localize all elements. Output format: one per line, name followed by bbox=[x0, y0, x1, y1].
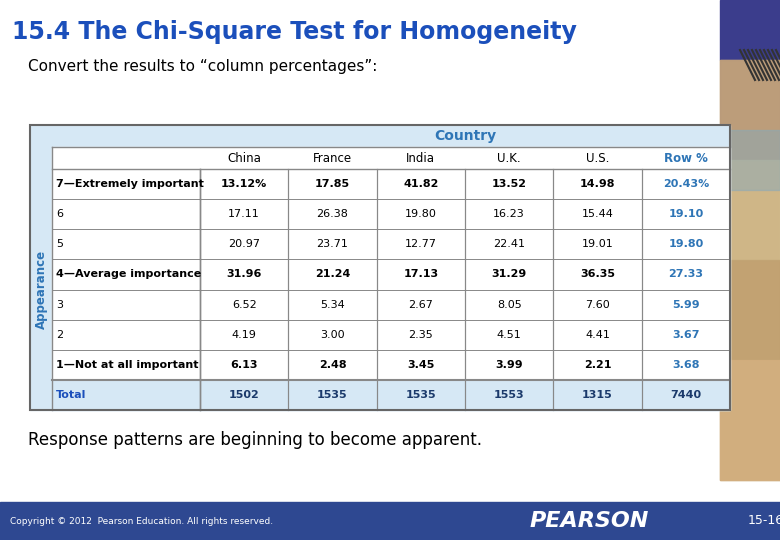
Text: 4.19: 4.19 bbox=[232, 330, 257, 340]
Text: 1502: 1502 bbox=[229, 390, 260, 400]
Text: 19.01: 19.01 bbox=[582, 239, 613, 249]
Text: 1553: 1553 bbox=[494, 390, 524, 400]
Text: 4—Average importance: 4—Average importance bbox=[56, 269, 201, 279]
Text: 20.43%: 20.43% bbox=[663, 179, 709, 189]
Text: 22.41: 22.41 bbox=[493, 239, 525, 249]
Bar bbox=[720, 130, 780, 190]
Text: 2.67: 2.67 bbox=[409, 300, 433, 309]
Text: China: China bbox=[227, 152, 261, 165]
Text: 20.97: 20.97 bbox=[229, 239, 261, 249]
Text: 19.80: 19.80 bbox=[668, 239, 704, 249]
Text: 2.48: 2.48 bbox=[319, 360, 346, 370]
Text: 4.41: 4.41 bbox=[585, 330, 610, 340]
Text: Copyright © 2012  Pearson Education. All rights reserved.: Copyright © 2012 Pearson Education. All … bbox=[10, 516, 273, 525]
Text: 2.21: 2.21 bbox=[583, 360, 612, 370]
Text: 5: 5 bbox=[56, 239, 63, 249]
Text: 5.34: 5.34 bbox=[320, 300, 345, 309]
Text: 6.13: 6.13 bbox=[230, 360, 258, 370]
Bar bbox=[720, 60, 780, 480]
Bar bbox=[720, 360, 780, 480]
Text: PEARSON: PEARSON bbox=[530, 511, 650, 531]
Text: 26.38: 26.38 bbox=[317, 209, 349, 219]
Text: 1—Not at all important: 1—Not at all important bbox=[56, 360, 198, 370]
Text: Response patterns are beginning to become apparent.: Response patterns are beginning to becom… bbox=[28, 431, 482, 449]
Text: 4.51: 4.51 bbox=[497, 330, 522, 340]
Text: U.K.: U.K. bbox=[498, 152, 521, 165]
Text: 13.12%: 13.12% bbox=[221, 179, 268, 189]
Text: India: India bbox=[406, 152, 435, 165]
Text: 3.67: 3.67 bbox=[672, 330, 700, 340]
Text: Convert the results to “column percentages”:: Convert the results to “column percentag… bbox=[28, 58, 378, 73]
Bar bbox=[720, 260, 780, 360]
Text: 19.80: 19.80 bbox=[405, 209, 437, 219]
Text: 12.77: 12.77 bbox=[405, 239, 437, 249]
Text: 15-16: 15-16 bbox=[748, 515, 780, 528]
Text: 8.05: 8.05 bbox=[497, 300, 522, 309]
Bar bbox=[720, 0, 780, 60]
Bar bbox=[52, 199, 730, 230]
Bar bbox=[720, 60, 780, 160]
Text: 21.24: 21.24 bbox=[315, 269, 350, 279]
Bar bbox=[52, 147, 730, 169]
Text: 1535: 1535 bbox=[406, 390, 436, 400]
Text: Country: Country bbox=[434, 129, 496, 143]
Text: 36.35: 36.35 bbox=[580, 269, 615, 279]
Text: 17.11: 17.11 bbox=[229, 209, 260, 219]
Bar bbox=[30, 125, 730, 410]
Text: 2.35: 2.35 bbox=[409, 330, 433, 340]
Text: 3.45: 3.45 bbox=[407, 360, 434, 370]
Text: 1535: 1535 bbox=[317, 390, 348, 400]
Text: 15.4 The Chi-Square Test for Homogeneity: 15.4 The Chi-Square Test for Homogeneity bbox=[12, 20, 577, 44]
Bar bbox=[720, 160, 780, 260]
Bar bbox=[52, 350, 730, 380]
Text: 15.44: 15.44 bbox=[582, 209, 613, 219]
Text: 5.99: 5.99 bbox=[672, 300, 700, 309]
Text: 2: 2 bbox=[56, 330, 63, 340]
Text: Total: Total bbox=[56, 390, 87, 400]
Text: 6: 6 bbox=[56, 209, 63, 219]
Bar bbox=[52, 289, 730, 320]
Text: 3.99: 3.99 bbox=[495, 360, 523, 370]
Text: 41.82: 41.82 bbox=[403, 179, 438, 189]
Text: 13.52: 13.52 bbox=[491, 179, 526, 189]
Text: 23.71: 23.71 bbox=[317, 239, 349, 249]
Text: 14.98: 14.98 bbox=[580, 179, 615, 189]
Bar bbox=[52, 259, 730, 289]
Text: Row %: Row % bbox=[664, 152, 707, 165]
Text: 3: 3 bbox=[56, 300, 63, 309]
Text: 19.10: 19.10 bbox=[668, 209, 704, 219]
Bar bbox=[52, 380, 730, 410]
Bar bbox=[30, 125, 730, 410]
Text: 16.23: 16.23 bbox=[493, 209, 525, 219]
Text: 31.29: 31.29 bbox=[491, 269, 526, 279]
Text: France: France bbox=[313, 152, 352, 165]
Text: 17.85: 17.85 bbox=[315, 179, 350, 189]
Text: 7.60: 7.60 bbox=[585, 300, 610, 309]
Bar bbox=[52, 169, 730, 199]
Text: 6.52: 6.52 bbox=[232, 300, 257, 309]
Text: 17.13: 17.13 bbox=[403, 269, 438, 279]
Bar bbox=[0, 502, 780, 540]
Bar bbox=[52, 320, 730, 350]
Bar bbox=[52, 230, 730, 259]
Text: 7—Extremely important: 7—Extremely important bbox=[56, 179, 204, 189]
Text: 3.68: 3.68 bbox=[672, 360, 700, 370]
Bar bbox=[30, 125, 730, 410]
Text: Appearance: Appearance bbox=[34, 250, 48, 329]
Text: 3.00: 3.00 bbox=[320, 330, 345, 340]
Text: 31.96: 31.96 bbox=[226, 269, 262, 279]
Text: 7440: 7440 bbox=[670, 390, 701, 400]
Text: 1315: 1315 bbox=[582, 390, 613, 400]
Text: U.S.: U.S. bbox=[586, 152, 609, 165]
Text: 27.33: 27.33 bbox=[668, 269, 704, 279]
